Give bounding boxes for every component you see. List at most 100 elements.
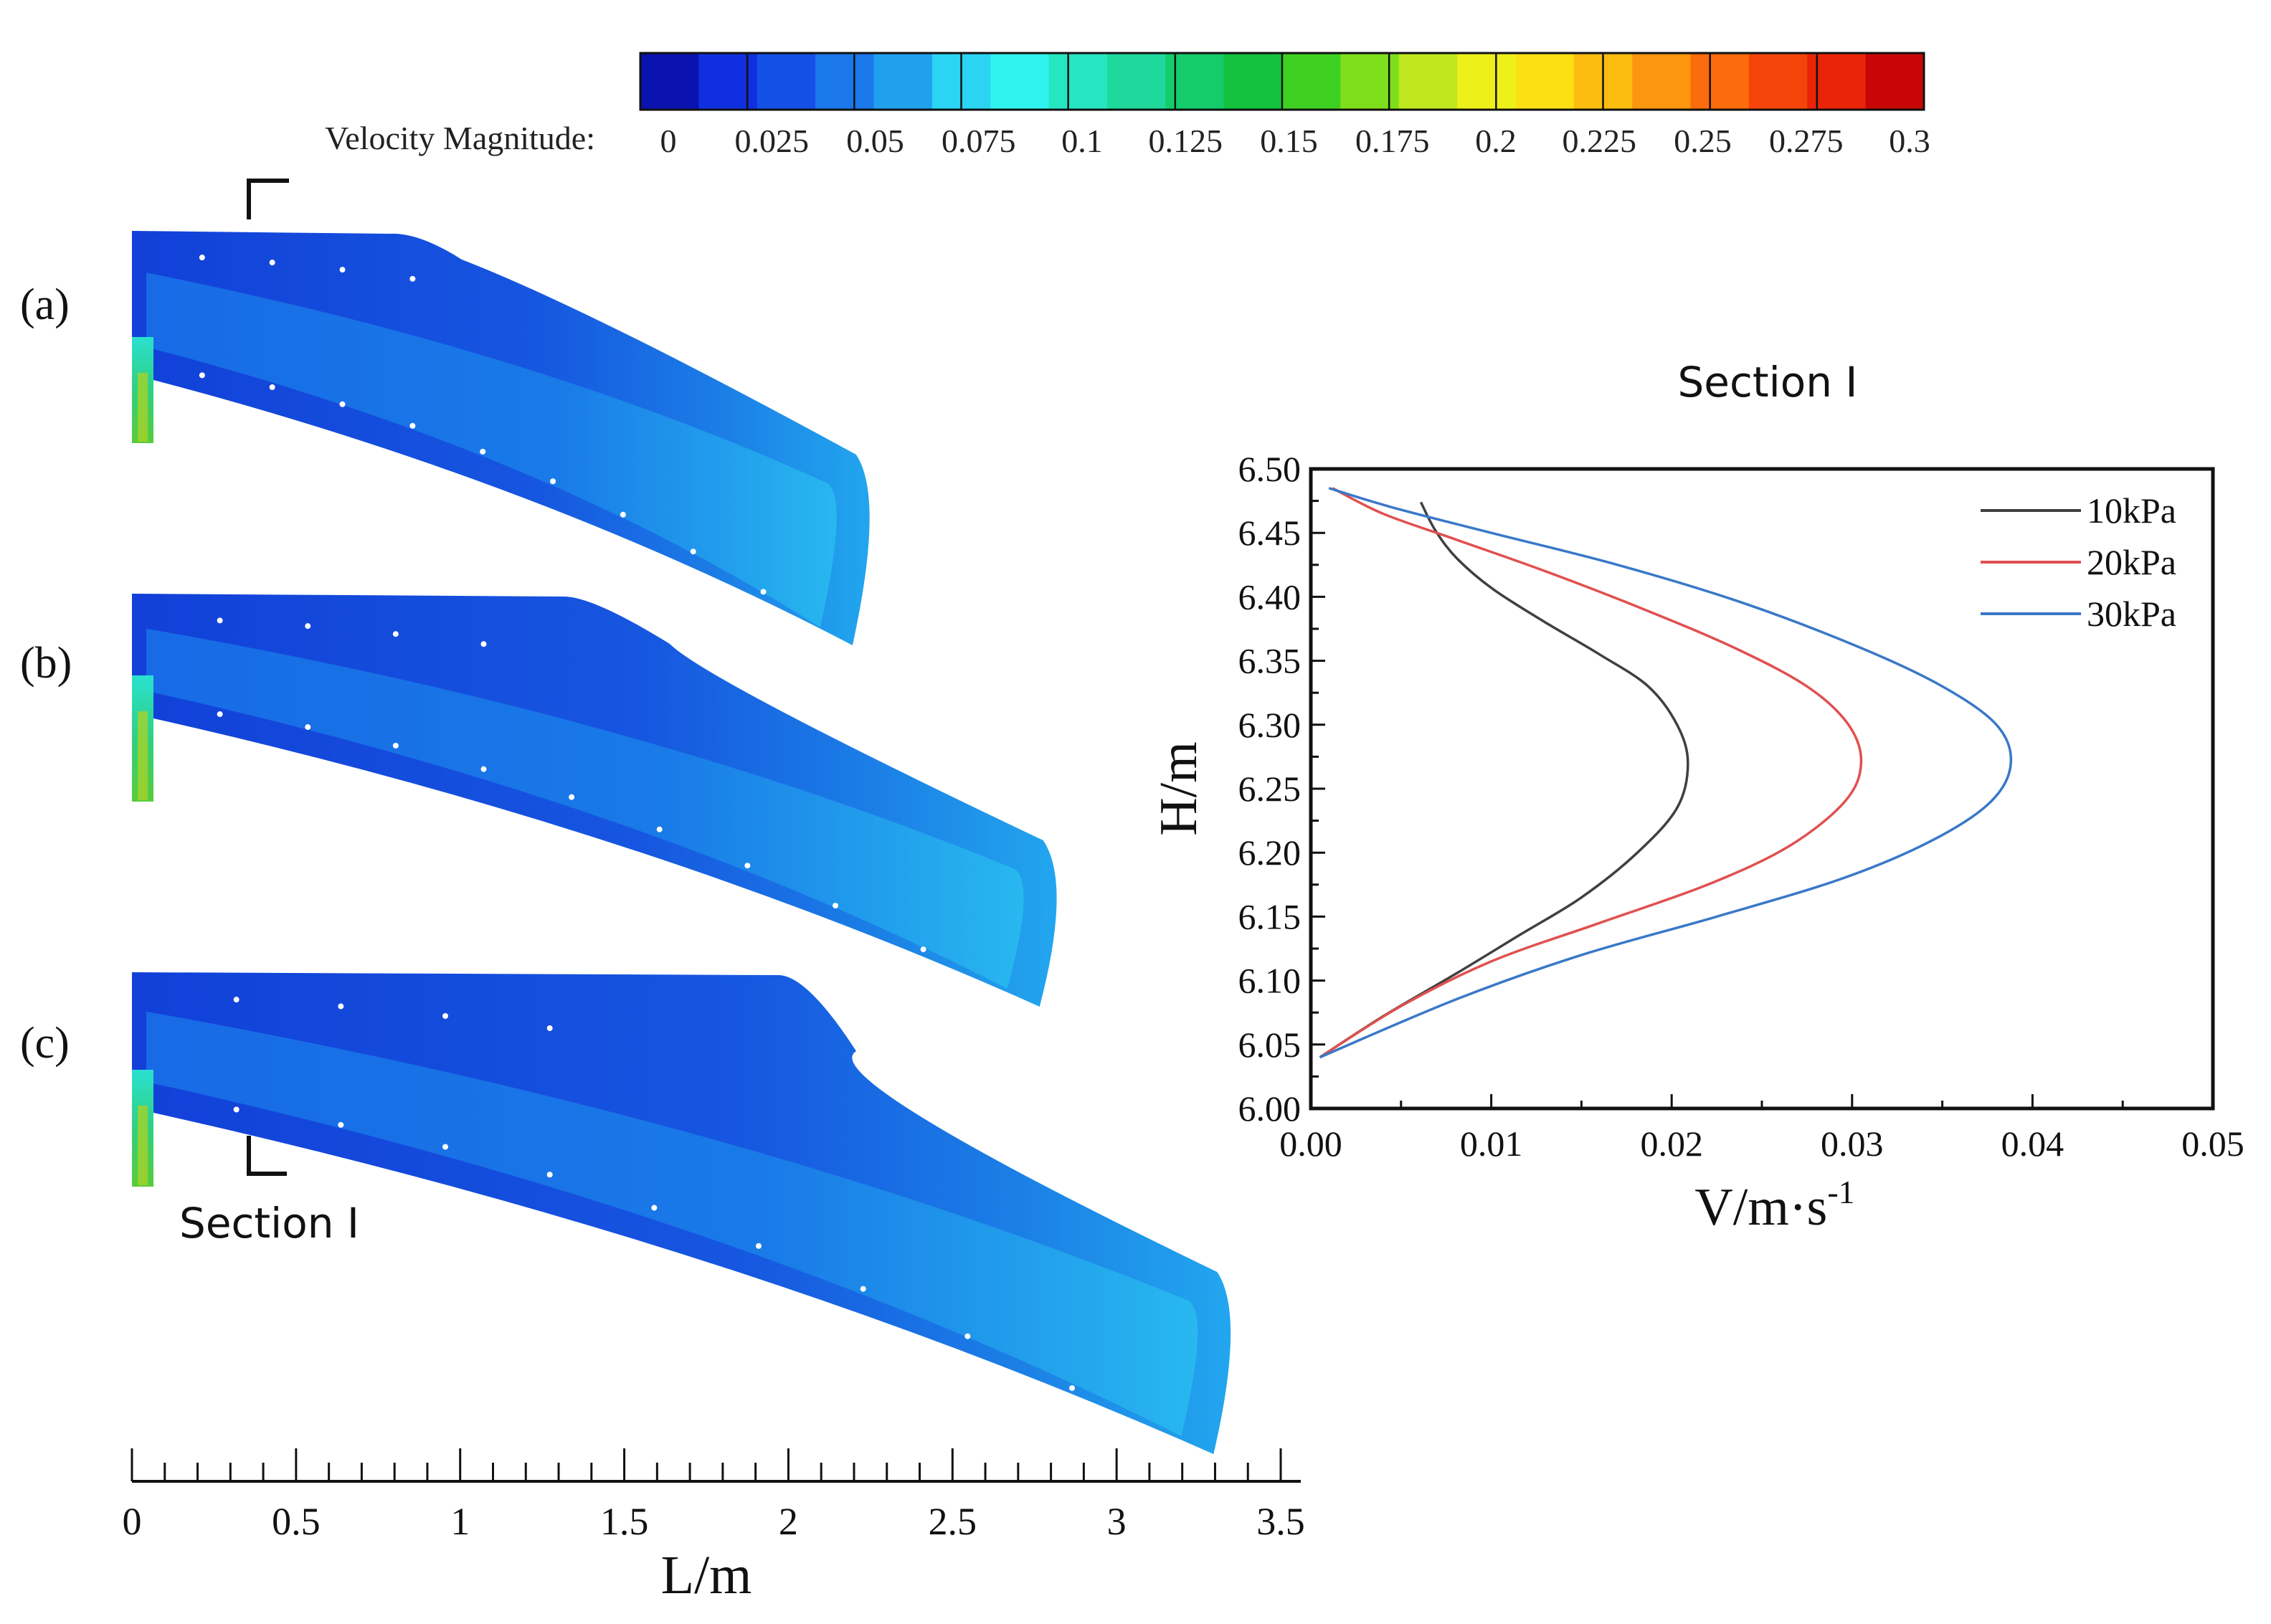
y-tick-label: 6.35 (1238, 641, 1302, 681)
y-tick-label: 6.40 (1238, 576, 1302, 617)
colorbar-tick-label: 0.025 (735, 123, 810, 159)
colorbar-cell (873, 53, 933, 110)
jet-core (146, 628, 1024, 989)
panel-label: (a) (20, 280, 70, 329)
particle-dot (546, 1025, 553, 1032)
particle-dot (480, 448, 486, 455)
particle-dot (920, 946, 926, 953)
particle-dot (199, 255, 205, 261)
colorbar-cell (1165, 53, 1225, 110)
particle-dot (760, 589, 767, 595)
particle-dot (651, 1205, 658, 1211)
particle-dot (339, 401, 346, 407)
series-line-10kPa (1319, 501, 1689, 1059)
nozzle-core (138, 1106, 148, 1185)
jet-axis-tick-label: 1.5 (600, 1500, 649, 1543)
colorbar-cell (1457, 53, 1516, 110)
particle-dot (546, 1172, 553, 1178)
particle-dot (392, 631, 399, 637)
chart-title: Section I (1677, 358, 1857, 407)
series-line-20kPa (1319, 487, 1863, 1059)
jet-contours: (a) (b) (c) (20, 231, 1231, 1454)
legend-label: 20kPa (2087, 542, 2176, 582)
jet-core (146, 1011, 1198, 1436)
particle-dot (409, 422, 416, 429)
x-tick-label: 0.05 (2181, 1124, 2244, 1164)
particle-dot (233, 997, 240, 1003)
particle-dot (656, 826, 663, 832)
colorbar-tick-label: 0.225 (1563, 123, 1637, 159)
particle-dot (1069, 1385, 1076, 1391)
jet-axis-tick-label: 2.5 (929, 1500, 977, 1543)
colorbar-tick-label: 0.1 (1061, 123, 1103, 159)
colorbar-cell (1048, 53, 1108, 110)
jet-axis-tick-label: 3 (1107, 1500, 1127, 1543)
particle-dot (964, 1333, 971, 1339)
y-tick-label: 6.20 (1238, 832, 1302, 873)
section-label: Section I (179, 1199, 359, 1248)
particle-dot (217, 617, 223, 624)
jet-axis-title: L/m (661, 1545, 752, 1605)
particle-dot (338, 1121, 344, 1128)
chart-axes: 0.00 0.01 0.02 0.03 0.04 0.05 6.00 6.05 6.10 6.15… (1238, 449, 2244, 1164)
colorbar-cell (1340, 53, 1400, 110)
colorbar-tick-label: 0.15 (1260, 123, 1318, 159)
particle-dot (392, 742, 399, 749)
chart-legend: 10kPa 20kPa 30kPa (1981, 490, 2176, 634)
colorbar-tick-label: 0.125 (1149, 123, 1223, 159)
plot-frame (1309, 467, 2215, 1111)
jet-axis-tick-label: 1 (450, 1500, 470, 1543)
particle-dot (832, 903, 838, 909)
colorbar-tick-label: 0.25 (1674, 123, 1732, 159)
x-tick-label: 0.01 (1460, 1124, 1523, 1164)
colorbar-cell (1690, 53, 1750, 110)
x-tick-label: 0.02 (1640, 1124, 1703, 1164)
colorbar-cell (815, 53, 874, 110)
nozzle-core (138, 373, 148, 442)
y-tick-label: 6.30 (1238, 705, 1302, 745)
colorbar-cell (640, 53, 699, 110)
y-tick-label: 6.45 (1238, 513, 1302, 553)
jet-length-axis: 0 0.5 1 1.5 2 2.5 3 3.5 (123, 1448, 1305, 1543)
y-tick-label: 6.05 (1238, 1025, 1302, 1065)
particle-dot (269, 260, 275, 266)
legend-label: 10kPa (2087, 490, 2176, 531)
colorbar-cell (990, 53, 1050, 110)
colorbar-cell (698, 53, 758, 110)
colorbar-cell (1106, 53, 1166, 110)
particle-dot (756, 1243, 762, 1249)
y-tick-label: 6.15 (1238, 896, 1302, 936)
colorbar-cell (1223, 53, 1283, 110)
colorbar-cell (1807, 53, 1867, 110)
colorbar-tick-label: 0.05 (846, 123, 904, 159)
particle-dot (217, 711, 223, 718)
colorbar-tick-label: 0.2 (1475, 123, 1517, 159)
particle-dot (305, 724, 311, 731)
particle-dot (442, 1012, 449, 1019)
legend-label: 30kPa (2087, 594, 2176, 634)
particle-dot (480, 766, 487, 772)
y-tick-label: 6.00 (1238, 1088, 1302, 1129)
jet-panel (132, 594, 1057, 1007)
series-line-30kPa (1319, 487, 2013, 1059)
particle-dot (860, 1286, 866, 1292)
jet-axis-tick-label: 0.5 (272, 1500, 321, 1543)
section-marker-bottom (247, 1136, 287, 1176)
particle-dot (269, 384, 275, 390)
y-tick-label: 6.25 (1238, 769, 1302, 809)
colorbar: Velocity Magnitude: 0 0.025 0.05 0.075 0.1 0.… (325, 52, 1930, 159)
colorbar-cell (1282, 53, 1341, 110)
particle-dot (480, 641, 487, 647)
section-marker-top (247, 179, 289, 219)
jet-axis-tick-label: 0 (123, 1500, 142, 1543)
colorbar-label: Velocity Magnitude: (325, 120, 595, 156)
colorbar-tick-label: 0.175 (1355, 123, 1430, 159)
colorbar-cell (1398, 53, 1458, 110)
particle-dot (199, 372, 205, 379)
particle-dot (744, 863, 751, 869)
particle-dot (569, 794, 575, 800)
jet-axis-tick-label: 3.5 (1256, 1500, 1305, 1543)
particle-dot (550, 478, 556, 485)
nozzle-core (138, 711, 148, 800)
x-tick-label: 0.03 (1821, 1124, 1884, 1164)
